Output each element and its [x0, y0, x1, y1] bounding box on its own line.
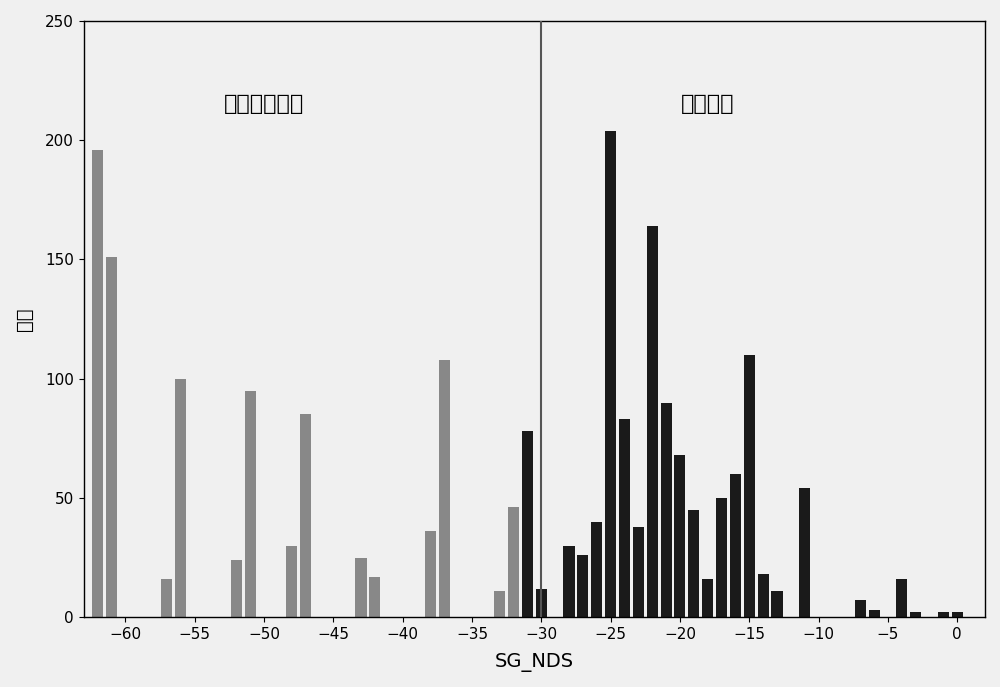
- Bar: [938, 612, 949, 617]
- Bar: [245, 391, 256, 617]
- Bar: [536, 589, 547, 617]
- Bar: [633, 526, 644, 617]
- Bar: [175, 379, 186, 617]
- Bar: [563, 545, 575, 617]
- X-axis label: SG_NDS: SG_NDS: [495, 653, 574, 672]
- Bar: [661, 403, 672, 617]
- Bar: [647, 226, 658, 617]
- Bar: [799, 488, 810, 617]
- Bar: [910, 612, 921, 617]
- Bar: [439, 359, 450, 617]
- Bar: [161, 579, 172, 617]
- Bar: [508, 508, 519, 617]
- Text: 甲烷气层: 甲烷气层: [681, 95, 734, 115]
- Bar: [758, 574, 769, 617]
- Bar: [231, 560, 242, 617]
- Bar: [369, 576, 380, 617]
- Bar: [425, 531, 436, 617]
- Bar: [106, 257, 117, 617]
- Bar: [771, 591, 783, 617]
- Bar: [300, 414, 311, 617]
- Bar: [355, 558, 367, 617]
- Bar: [605, 131, 616, 617]
- Bar: [702, 579, 713, 617]
- Bar: [869, 610, 880, 617]
- Bar: [522, 431, 533, 617]
- Bar: [577, 555, 588, 617]
- Bar: [494, 591, 505, 617]
- Bar: [92, 150, 103, 617]
- Bar: [855, 600, 866, 617]
- Bar: [619, 419, 630, 617]
- Bar: [744, 355, 755, 617]
- Text: 二氧化碳气层: 二氧化碳气层: [224, 95, 304, 115]
- Bar: [591, 522, 602, 617]
- Bar: [952, 612, 963, 617]
- Bar: [716, 498, 727, 617]
- Bar: [688, 510, 699, 617]
- Bar: [896, 579, 907, 617]
- Y-axis label: 频率: 频率: [15, 307, 34, 331]
- Bar: [730, 474, 741, 617]
- Bar: [674, 455, 685, 617]
- Bar: [286, 545, 297, 617]
